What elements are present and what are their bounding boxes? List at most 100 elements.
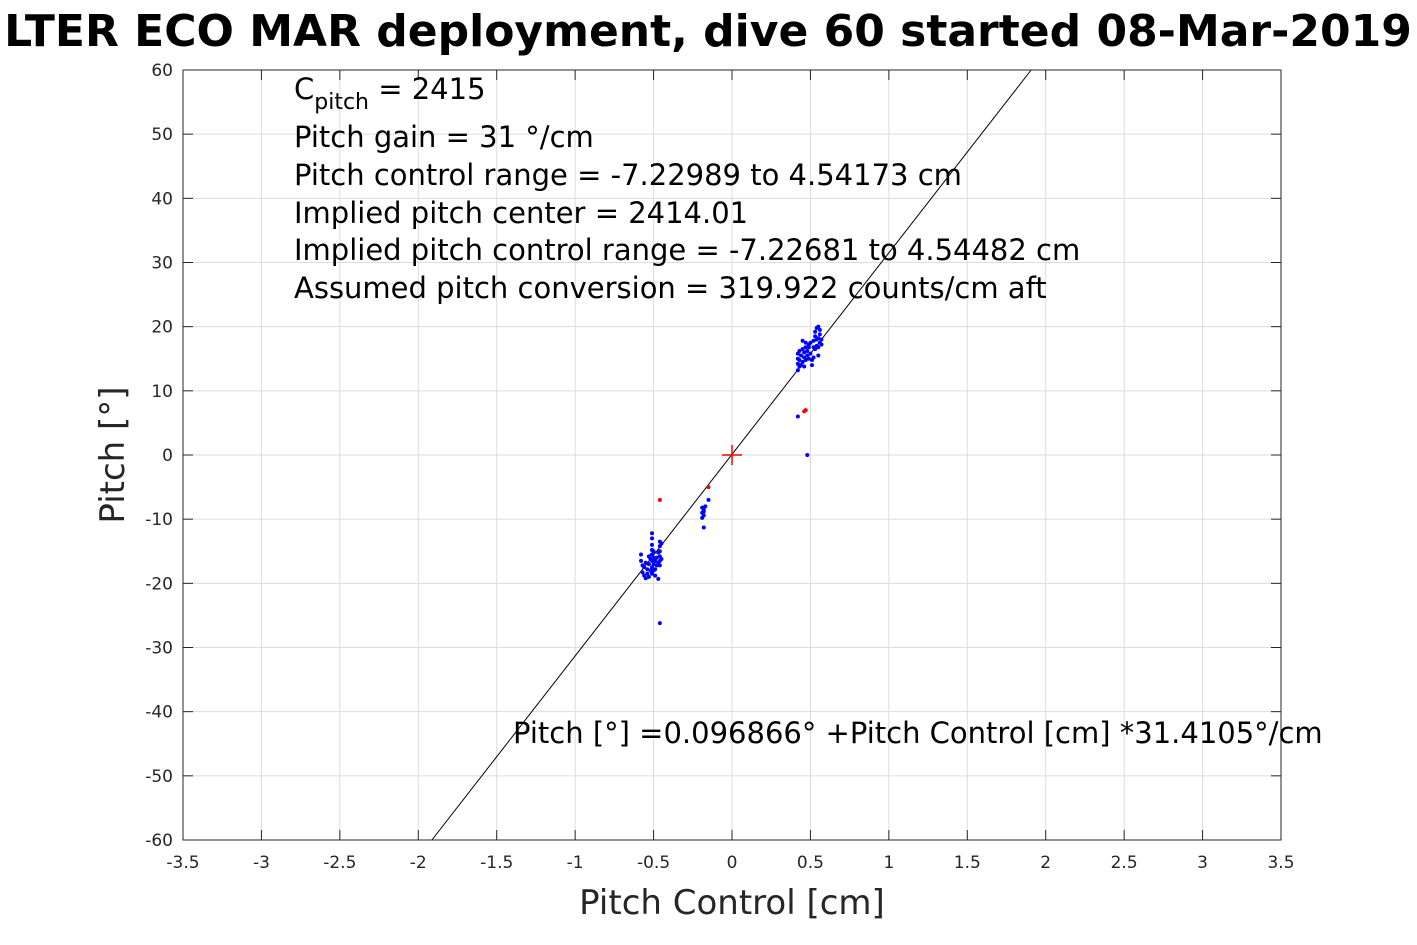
data-point (657, 621, 662, 626)
data-point (803, 358, 808, 363)
data-point (811, 355, 816, 360)
x-tick-label: 0 (727, 853, 738, 873)
data-point (650, 571, 655, 576)
data-point (650, 565, 655, 570)
data-point (656, 576, 661, 581)
c-pitch-subscript: pitch (314, 90, 369, 115)
data-point (639, 552, 644, 557)
data-point (799, 353, 804, 358)
data-point (642, 565, 647, 570)
data-point (819, 342, 824, 347)
data-point (802, 350, 807, 355)
data-point (795, 368, 800, 373)
data-point (802, 364, 807, 369)
data-point (816, 324, 821, 329)
fit-equation-annotation: Pitch [°] =0.096866° +Pitch Control [cm]… (513, 716, 1323, 750)
data-point (643, 576, 648, 581)
y-tick-label: 40 (151, 189, 173, 209)
x-tick-label: 0.5 (797, 853, 824, 873)
data-point (650, 536, 655, 541)
x-tick-label: -3 (253, 853, 270, 873)
x-tick-label: 3 (1197, 853, 1208, 873)
data-point (651, 549, 656, 554)
data-point (646, 574, 651, 579)
data-point (800, 338, 805, 343)
data-point (650, 552, 655, 557)
data-point (805, 353, 810, 358)
y-tick-label: -50 (145, 767, 173, 787)
data-point (803, 340, 808, 345)
c-pitch-symbol: C (294, 72, 314, 106)
axis-ticks (182, 69, 1282, 841)
data-point (646, 562, 651, 567)
data-point (706, 497, 711, 502)
x-tick-label: -3.5 (166, 853, 199, 873)
data-point (657, 563, 662, 568)
plot-area (182, 69, 1282, 841)
data-point (797, 349, 802, 354)
x-tick-label: -1.5 (480, 853, 513, 873)
x-axis-tick-labels: -3.5 -3 -2.5 -2 -1.5 -1 -0.5 0 0.5 1 1.5 2 2.5 3 3.5 (166, 853, 1294, 873)
y-tick-label: 30 (151, 254, 173, 274)
c-pitch-annotation: Cpitch = 2415 (294, 72, 486, 115)
y-axis-label: Pitch [°] (93, 386, 133, 523)
implied-pitch-center-annotation: Implied pitch center = 2414.01 (294, 196, 748, 230)
y-tick-label: -40 (145, 703, 173, 723)
y-axis-tick-labels: 60 50 40 30 20 10 0 -10 -20 -30 -40 -50 -60 (145, 61, 173, 851)
data-point (703, 504, 708, 509)
data-point (650, 531, 655, 536)
pitch-gain-annotation: Pitch gain = 31 °/cm (294, 120, 594, 154)
data-point (657, 497, 662, 502)
data-point (701, 509, 706, 514)
data-point (813, 334, 818, 339)
data-point (659, 541, 664, 546)
data-point (653, 567, 658, 572)
x-tick-label: -2 (410, 853, 427, 873)
pitch-control-range-annotation: Pitch control range = -7.22989 to 4.5417… (294, 158, 962, 192)
data-point (651, 562, 656, 567)
data-point (650, 542, 655, 547)
data-point (809, 363, 814, 368)
data-point (811, 338, 816, 343)
data-point (806, 356, 811, 361)
y-tick-label: 10 (151, 382, 173, 402)
assumed-pitch-conversion-annotation: Assumed pitch conversion = 319.922 count… (294, 271, 1047, 305)
data-point (813, 329, 818, 334)
chart-title: LTER ECO MAR deployment, dive 60 started… (4, 6, 1412, 57)
data-point (816, 336, 821, 341)
y-tick-label: -60 (145, 831, 173, 851)
y-tick-label: 50 (151, 125, 173, 145)
x-tick-label: 1 (883, 853, 894, 873)
center-marker (722, 445, 742, 465)
y-tick-label: -10 (145, 510, 173, 530)
x-tick-label: 1.5 (954, 853, 981, 873)
data-point (653, 573, 658, 578)
data-point (819, 337, 824, 342)
y-tick-label: -30 (145, 639, 173, 659)
data-point (800, 347, 805, 352)
data-point (813, 347, 818, 352)
c-pitch-value: = 2415 (369, 72, 486, 106)
x-tick-label: -0.5 (637, 853, 670, 873)
x-axis-label: Pitch Control [cm] (579, 883, 885, 923)
data-point (803, 345, 808, 350)
data-point (650, 558, 655, 563)
data-point (808, 340, 813, 345)
x-tick-label: -2.5 (323, 853, 356, 873)
data-point (805, 453, 810, 457)
data-point (816, 345, 821, 350)
y-tick-label: 20 (151, 318, 173, 338)
data-point (800, 359, 805, 364)
y-tick-label: 60 (151, 61, 173, 81)
data-point (701, 513, 706, 518)
y-tick-label: -20 (145, 574, 173, 594)
y-tick-label: 0 (162, 446, 173, 466)
data-points (639, 324, 824, 626)
data-point (808, 351, 813, 356)
x-tick-label: 2 (1040, 853, 1051, 873)
data-point (706, 485, 711, 490)
data-point (817, 332, 822, 337)
data-point (643, 560, 648, 565)
data-point (701, 525, 706, 530)
